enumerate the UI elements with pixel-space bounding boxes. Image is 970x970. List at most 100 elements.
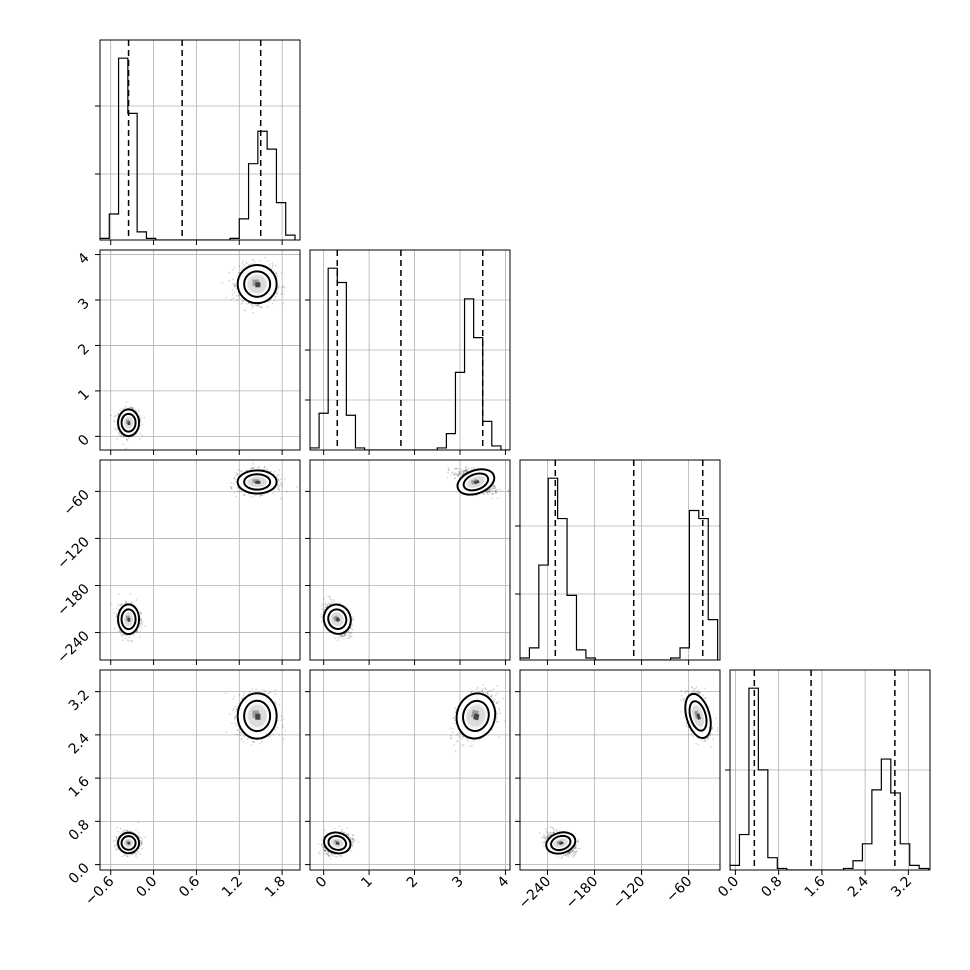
sample-point <box>457 474 460 476</box>
sample-point <box>131 602 133 605</box>
sample-point <box>140 618 143 621</box>
sample-point <box>277 487 280 490</box>
sample-point <box>236 490 239 493</box>
sample-point <box>323 597 325 600</box>
sample-point <box>120 604 122 607</box>
sample-point <box>268 300 271 302</box>
sample-point <box>333 601 335 604</box>
sample-point <box>458 473 461 475</box>
sample-point <box>116 438 119 440</box>
sample-point <box>280 483 283 486</box>
sample-point <box>117 605 120 607</box>
sample-point <box>233 482 235 485</box>
sample-point <box>276 292 278 295</box>
sample-point <box>236 473 239 476</box>
sample-point <box>249 468 252 471</box>
sample-point <box>482 493 484 495</box>
sample-point <box>463 471 465 474</box>
sample-point <box>327 602 330 605</box>
sample-point <box>274 295 277 298</box>
sample-point <box>139 419 142 422</box>
sample-point <box>235 474 237 477</box>
sample-point <box>233 284 236 287</box>
sample-point <box>131 407 134 409</box>
sample-point <box>126 440 129 442</box>
sample-point <box>138 415 141 418</box>
sample-point <box>251 467 254 469</box>
sample-point <box>348 637 351 640</box>
sample-point <box>352 616 354 619</box>
sample-point <box>128 640 130 642</box>
sample-point <box>124 602 127 604</box>
sample-point <box>325 603 327 606</box>
sample-point <box>271 262 274 265</box>
sample-point <box>236 473 239 476</box>
sample-point <box>247 302 250 305</box>
sample-point <box>117 608 120 611</box>
sample-point <box>347 634 350 637</box>
sample-point <box>249 495 252 497</box>
sample-point <box>139 617 142 620</box>
sample-point <box>113 420 115 423</box>
sample-point <box>233 491 236 494</box>
sample-point <box>254 261 256 264</box>
sample-point <box>343 635 345 638</box>
sample-point <box>140 613 142 615</box>
sample-point <box>266 259 269 262</box>
sample-point <box>141 423 144 426</box>
sample-point <box>281 286 284 288</box>
sample-point <box>488 490 490 493</box>
sample-point <box>278 484 281 487</box>
sample-point <box>230 487 233 490</box>
sample-point <box>246 262 248 265</box>
sample-point <box>257 305 260 307</box>
sample-point <box>338 635 341 638</box>
sample-point <box>278 489 281 491</box>
sample-point <box>277 483 279 486</box>
sample-point <box>144 625 146 628</box>
contour-line <box>243 473 272 491</box>
sample-point <box>351 618 354 621</box>
sample-point <box>235 495 238 498</box>
density-peak-cell <box>127 617 131 622</box>
sample-point <box>242 300 244 303</box>
sample-point <box>485 490 487 493</box>
sample-point <box>260 494 262 496</box>
sample-point <box>117 412 119 415</box>
sample-point <box>116 415 118 417</box>
contour-halo <box>245 272 269 296</box>
sample-point <box>458 472 461 475</box>
sample-point <box>282 285 285 288</box>
sample-point <box>113 415 116 418</box>
sample-point <box>243 494 246 496</box>
sample-point <box>348 636 351 638</box>
sample-point <box>114 415 117 417</box>
sample-point <box>329 597 331 599</box>
panel-plot-area <box>310 250 510 450</box>
sample-point <box>259 496 262 498</box>
sample-point <box>123 407 126 410</box>
sample-point <box>263 493 265 496</box>
sample-point <box>252 466 255 469</box>
sample-point <box>139 432 142 435</box>
sample-point <box>266 468 269 471</box>
sample-point <box>255 304 258 307</box>
sample-point <box>276 474 279 477</box>
sample-point <box>139 427 141 430</box>
sample-point <box>128 437 130 439</box>
sample-point <box>125 601 128 603</box>
sample-point <box>472 467 475 469</box>
sample-point <box>240 470 242 473</box>
sample-point <box>281 289 284 292</box>
sample-point <box>125 438 128 441</box>
sample-point <box>239 297 241 300</box>
sample-point <box>241 302 243 305</box>
sample-point <box>278 479 280 482</box>
sample-point <box>134 409 137 411</box>
sample-point <box>237 271 240 274</box>
y-tick-label: 0 <box>75 432 93 450</box>
sample-point <box>234 285 236 288</box>
y-tick-label: −240 <box>54 628 93 667</box>
contour-line <box>243 270 272 298</box>
